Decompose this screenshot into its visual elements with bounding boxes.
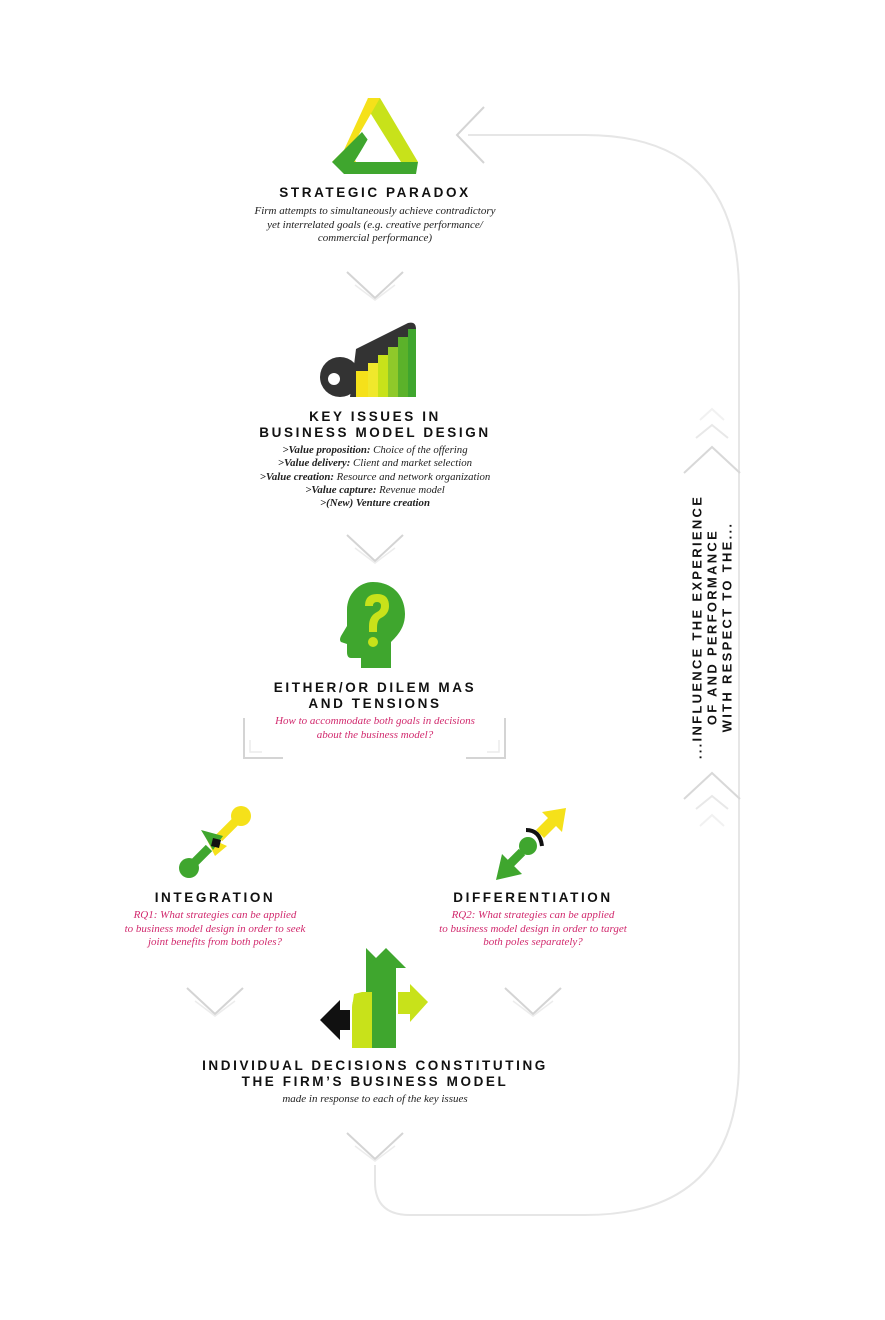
desc-line: to business model design in order to tar… <box>439 922 627 935</box>
integration-title: INTEGRATION <box>154 890 276 905</box>
title-line: EITHER/OR DILEM MAS <box>273 680 477 695</box>
diverging-arrows-icon <box>496 808 566 880</box>
key-issues-list: >Value proposition: Choice of the offeri… <box>215 444 535 510</box>
differentiation-question: RQ2: What strategies can be applied to b… <box>403 909 663 950</box>
title-line: KEY ISSUES IN <box>309 409 441 424</box>
differentiation-title: DIFFERENTIATION <box>453 890 613 905</box>
dilemmas-question: How to accommodate both goals in decisio… <box>225 715 525 742</box>
branching-arrows-icon <box>320 948 428 1048</box>
desc-line: about the business model? <box>316 728 434 741</box>
question-head-icon <box>340 582 405 668</box>
chevron-down-icon <box>346 534 404 563</box>
feedback-line: OF AND PERFORMANCE <box>704 528 720 726</box>
desc-line: both poles separately? <box>483 936 583 948</box>
desc-line: joint benefits from both poles? <box>147 936 283 948</box>
title-line: INDIVIDUAL DECISIONS CONSTITUTING <box>202 1058 548 1073</box>
upward-chevrons-bottom-icon <box>683 771 741 827</box>
title-line: BUSINESS MODEL DESIGN <box>259 425 491 440</box>
integration-question: RQ1: What strategies can be applied to b… <box>85 909 345 950</box>
strategic-paradox-title: STRATEGIC PARADOX <box>279 185 471 200</box>
strategic-paradox-description: Firm attempts to simultaneously achieve … <box>225 205 525 246</box>
desc-line: commercial performance) <box>317 232 433 244</box>
issue-item: >Value capture: Revenue model <box>305 483 445 496</box>
chevron-down-icon <box>346 271 404 300</box>
converging-arrows-icon <box>179 806 251 878</box>
chevron-down-icon <box>346 1132 404 1161</box>
chevron-down-icon <box>186 987 244 1016</box>
issue-item: >(New) Venture creation <box>320 497 430 510</box>
desc-line: How to accommodate both goals in decisio… <box>275 715 475 727</box>
key-bars-icon <box>320 322 416 397</box>
issue-item: >Value creation: Resource and network or… <box>259 470 491 483</box>
decisions-title: INDIVIDUAL DECISIONS CONSTITUTING THE FI… <box>175 1058 575 1090</box>
desc-line: to business model design in order to see… <box>124 922 306 935</box>
desc-line: RQ2: What strategies can be applied <box>451 909 615 921</box>
penrose-triangle-icon <box>332 98 418 174</box>
issue-item: >Value proposition: Choice of the offeri… <box>282 444 468 456</box>
title-line: THE FIRM’S BUSINESS MODEL <box>241 1074 509 1089</box>
feedback-line: ...INFLUENCE THE EXPERIENCE <box>689 494 705 760</box>
feedback-label: ...INFLUENCE THE EXPERIENCE OF AND PERFO… <box>690 495 735 759</box>
desc-line: RQ1: What strategies can be applied <box>133 909 297 921</box>
split-bracket <box>243 718 506 759</box>
desc-line: yet interrelated goals (e.g. creative pe… <box>267 218 483 231</box>
title-line: AND TENSIONS <box>308 696 442 711</box>
key-issues-title: KEY ISSUES IN BUSINESS MODEL DESIGN <box>225 409 525 441</box>
decisions-description: made in response to each of the key issu… <box>282 1093 468 1105</box>
upward-chevrons-top-icon <box>683 407 741 474</box>
loop-arrowhead-icon <box>455 106 485 164</box>
chevron-down-icon <box>504 987 562 1016</box>
feedback-line: WITH RESPECT TO THE... <box>719 521 735 733</box>
dilemmas-title: EITHER/OR DILEM MAS AND TENSIONS <box>225 680 525 712</box>
issue-item: >Value delivery: Client and market selec… <box>277 457 473 470</box>
feedback-loop-line <box>374 134 740 1216</box>
desc-line: Firm attempts to simultaneously achieve … <box>254 205 496 217</box>
